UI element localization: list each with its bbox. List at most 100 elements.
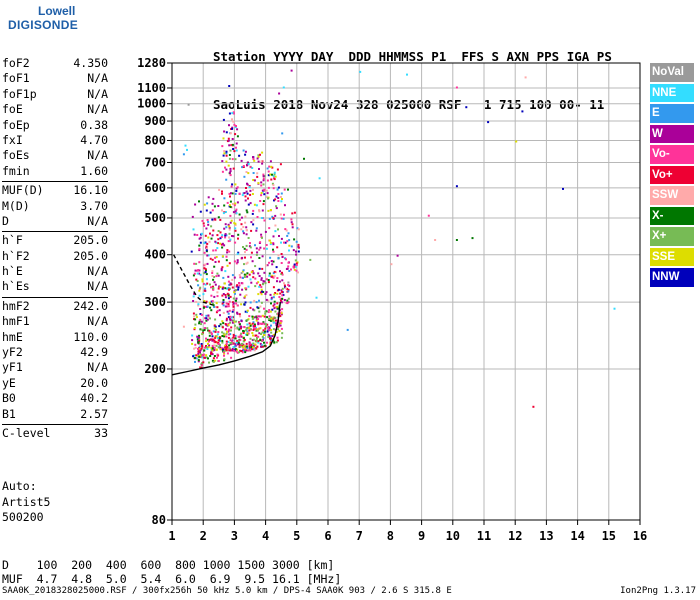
param-value: 16.10: [73, 183, 108, 198]
echo-mark: [224, 344, 227, 347]
echo-mark: [241, 166, 244, 169]
echo-mark: [246, 164, 248, 167]
x-tick-label: 12: [508, 529, 522, 543]
echo-mark: [236, 135, 239, 138]
echo-mark: [198, 272, 201, 275]
param-hme: hmE 110.0: [2, 330, 108, 345]
echo-mark: [201, 219, 204, 222]
echo-mark: [297, 250, 300, 253]
echo-mark: [224, 270, 227, 273]
echo-mark: [283, 241, 285, 244]
param-hes: h`Es N/A: [2, 279, 108, 294]
echo-mark: [203, 272, 206, 275]
echo-mark: [229, 239, 231, 242]
echo-mark: [244, 150, 247, 153]
param-key: hmF1: [2, 314, 30, 329]
echo-mark: [252, 321, 255, 324]
polarization-legend: NoVal NNE E W Vo- Vo+ SSW X- X+ SSE NNW: [650, 63, 694, 289]
echo-mark: [223, 335, 226, 338]
echo-mark: [228, 228, 231, 231]
echo-mark: [235, 320, 238, 323]
echo-mark: [272, 328, 275, 331]
echo-mark: [202, 329, 205, 332]
legend-nnw: NNW: [650, 268, 694, 287]
echo-mark: [234, 337, 237, 340]
echo-mark: [255, 319, 258, 322]
echo-mark: [245, 329, 248, 332]
echo-mark: [205, 317, 208, 320]
echo-mark: [281, 273, 284, 276]
echo-mark: [260, 286, 263, 288]
echo-mark: [250, 346, 253, 348]
echo-mark: [252, 344, 255, 347]
echo-mark: [227, 280, 230, 283]
echo-mark: [229, 214, 232, 217]
echo-mark: [271, 166, 274, 169]
echo-mark: [254, 277, 257, 280]
echo-mark: [203, 242, 206, 245]
echo-mark: [202, 293, 205, 296]
echo-mark: [196, 280, 199, 282]
echo-mark: [234, 210, 237, 213]
echo-mark: [249, 328, 252, 331]
param-value: 205.0: [73, 233, 108, 248]
echo-mark: [270, 296, 273, 299]
echo-mark: [248, 329, 251, 332]
echo-mark: [238, 321, 241, 324]
series-point-nne: [282, 86, 285, 89]
echo-mark: [258, 332, 261, 335]
echo-mark: [259, 315, 262, 318]
echo-mark: [271, 308, 274, 311]
echo-mark: [231, 145, 234, 148]
echo-mark: [280, 237, 283, 240]
echo-mark: [210, 338, 213, 341]
echo-mark: [260, 293, 263, 296]
echo-mark: [280, 241, 282, 244]
echo-mark: [203, 327, 206, 330]
echo-mark: [229, 321, 232, 324]
echo-mark: [199, 355, 202, 358]
echo-mark: [297, 228, 300, 231]
echo-mark: [234, 183, 237, 186]
echo-mark: [273, 300, 276, 303]
param-separator: [2, 181, 108, 183]
autoscaling-info: Auto: Artist5 500200: [2, 479, 50, 526]
echo-mark: [278, 329, 281, 332]
echo-mark: [197, 347, 199, 350]
echo-mark: [235, 187, 238, 190]
echo-mark: [222, 212, 225, 215]
echo-mark: [225, 348, 228, 350]
echo-mark: [226, 305, 229, 308]
echo-mark: [259, 200, 262, 202]
echo-mark: [218, 325, 221, 328]
x-tick-label: 4: [262, 529, 269, 543]
echo-mark: [287, 265, 290, 268]
echo-mark: [206, 338, 209, 341]
param-hf2: h`F2 205.0: [2, 249, 108, 264]
echo-mark: [204, 346, 207, 349]
echo-mark: [222, 154, 225, 157]
echo-mark: [271, 276, 274, 278]
echo-mark: [249, 349, 252, 352]
echo-mark: [262, 190, 264, 193]
echo-mark: [229, 200, 232, 203]
echo-mark: [276, 246, 279, 249]
echo-mark: [232, 316, 234, 319]
echo-mark: [198, 249, 201, 252]
echo-mark: [235, 146, 237, 149]
echo-mark: [207, 357, 209, 360]
echo-mark: [215, 328, 217, 331]
echo-mark: [199, 273, 202, 276]
echo-mark: [234, 229, 237, 232]
echo-mark: [268, 329, 271, 332]
echo-mark: [222, 322, 225, 325]
echo-mark: [221, 170, 224, 173]
echo-mark: [227, 312, 230, 315]
echo-mark: [276, 277, 279, 280]
echo-mark: [205, 227, 208, 230]
echo-mark: [194, 360, 196, 363]
echo-mark: [251, 339, 254, 342]
echo-mark: [235, 208, 238, 211]
echo-mark: [232, 346, 235, 349]
echo-mark: [265, 310, 268, 313]
